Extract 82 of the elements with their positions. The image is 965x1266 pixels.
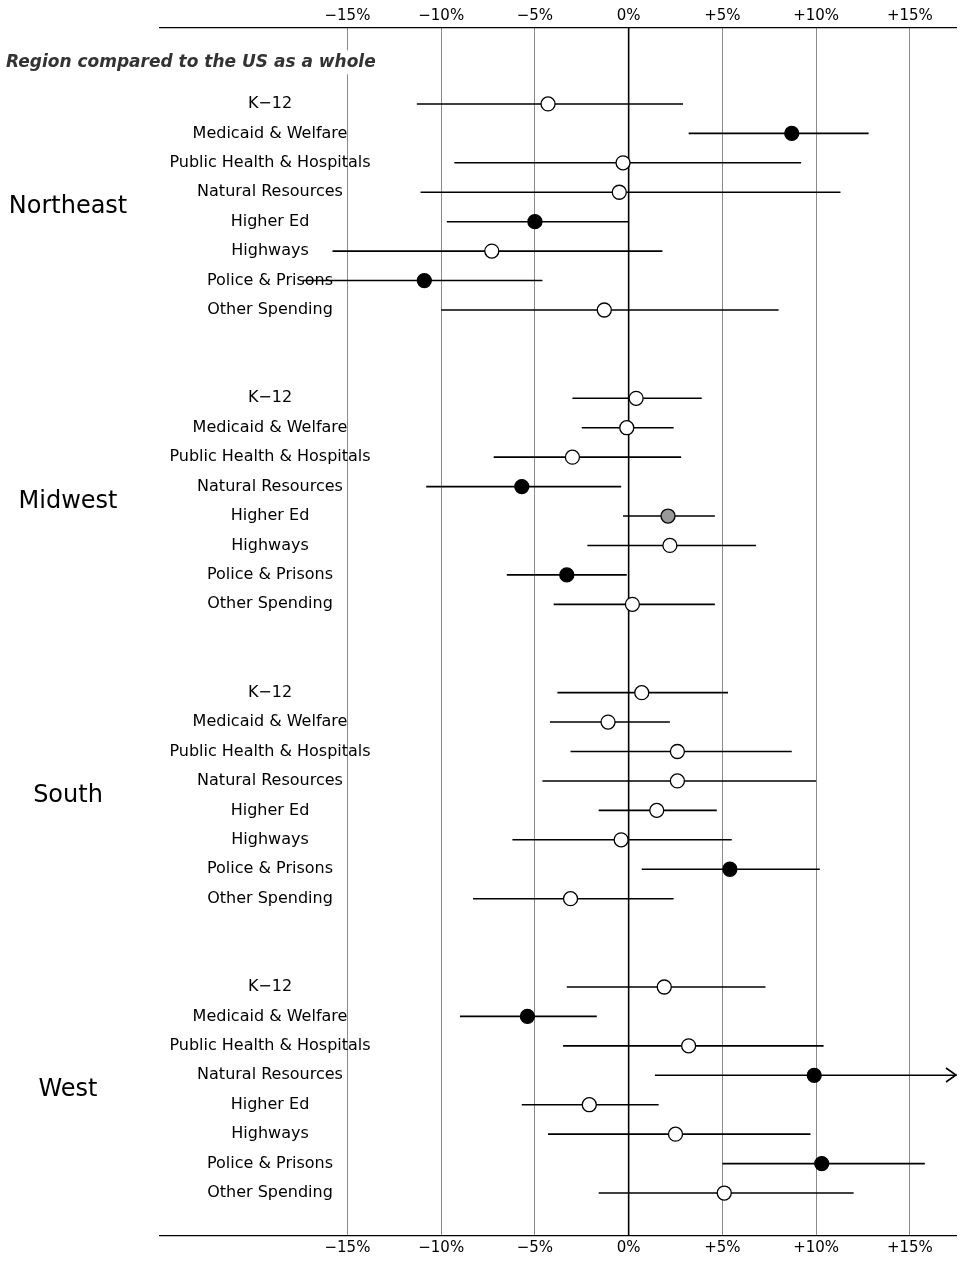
x-tick-label: −15% [324, 1237, 371, 1256]
point [680, 1038, 697, 1054]
y-tick-label: Other Spending [207, 299, 333, 319]
x-tick-label: +15% [886, 1237, 933, 1256]
point [662, 537, 678, 554]
point [600, 714, 616, 730]
x-tick-label: +5% [704, 1237, 741, 1256]
point [484, 243, 500, 259]
point [559, 567, 575, 583]
point [669, 743, 686, 760]
x2-tick-label: +15% [886, 5, 933, 24]
y-tick-label: Medicaid & Welfare [192, 416, 348, 436]
point [514, 478, 530, 495]
x2-tick-label: +5% [704, 5, 741, 24]
y-tick-label: Natural Resources [197, 181, 343, 201]
point [660, 508, 676, 524]
point [611, 184, 627, 200]
point [540, 96, 556, 112]
point [814, 1155, 830, 1172]
y-tick-label: Medicaid & Welfare [192, 122, 348, 142]
point [527, 214, 543, 230]
x2-tick-label: −15% [324, 5, 371, 24]
point [628, 390, 644, 406]
x-tick-label: +10% [793, 1237, 840, 1256]
y-tick-label: Higher Ed [230, 1093, 310, 1113]
y-tick-label: Higher Ed [230, 505, 310, 525]
y-tick-label: K−12 [247, 387, 293, 407]
point [619, 420, 635, 436]
y-tick-label: Police & Prisons [206, 564, 334, 584]
y-tick-label: Highways [231, 1123, 309, 1143]
text: South [33, 779, 103, 808]
point [613, 832, 629, 848]
point [562, 891, 579, 907]
point [581, 1097, 597, 1113]
point [722, 861, 738, 877]
text: Northeast [8, 191, 128, 220]
x2-tick-label: 0% [616, 5, 641, 24]
y-tick-label: Other Spending [207, 1182, 333, 1202]
x-tick-label: 0% [616, 1237, 641, 1256]
y-tick-label: Higher Ed [230, 799, 310, 819]
y-tick-label: Natural Resources [197, 475, 343, 495]
point [634, 684, 650, 701]
point [656, 979, 672, 995]
y-tick-label: Public Health & Hospitals [169, 446, 371, 466]
point [624, 596, 641, 612]
point [716, 1185, 732, 1201]
x2-tick-label: +10% [793, 5, 840, 24]
point [564, 449, 581, 465]
y-tick-label: Public Health & Hospitals [169, 1035, 371, 1055]
text: Midwest [18, 485, 118, 514]
y-tick-label: Medicaid & Welfare [192, 1005, 348, 1025]
point [667, 1126, 684, 1142]
y-tick-label: K−12 [247, 93, 293, 113]
y-tick-label: Public Health & Hospitals [169, 740, 371, 760]
y-tick-label: K−12 [247, 976, 293, 996]
point [784, 125, 800, 142]
y-tick-label: Other Spending [207, 593, 333, 613]
y-tick-label: Highways [231, 828, 309, 848]
chart-subtitle: Region compared to the US as a whole [6, 50, 376, 71]
point [519, 1008, 536, 1025]
y-tick-label: Higher Ed [230, 210, 310, 230]
point [806, 1067, 822, 1083]
y-tick-label: Other Spending [207, 887, 333, 907]
y-tick-label: Natural Resources [197, 770, 343, 790]
y-tick-label: K−12 [247, 681, 293, 701]
point [416, 272, 432, 289]
x-tick-label: −5% [516, 1237, 554, 1256]
y-tick-label: Medicaid & Welfare [192, 711, 348, 731]
x2-tick-label: −5% [516, 5, 554, 24]
text: West [38, 1074, 98, 1103]
y-tick-label: Highways [231, 534, 309, 554]
y-tick-label: Natural Resources [197, 1064, 343, 1084]
point [615, 155, 631, 171]
y-tick-label: Highways [231, 240, 309, 260]
x-tick-label: −10% [418, 1237, 465, 1256]
y-tick-label: Public Health & Hospitals [169, 151, 371, 171]
y-tick-label: Police & Prisons [206, 858, 334, 878]
point [669, 773, 686, 789]
point [596, 302, 612, 318]
y-tick-label: Police & Prisons [206, 1152, 334, 1172]
x2-tick-label: −10% [418, 5, 465, 24]
point [649, 802, 665, 819]
